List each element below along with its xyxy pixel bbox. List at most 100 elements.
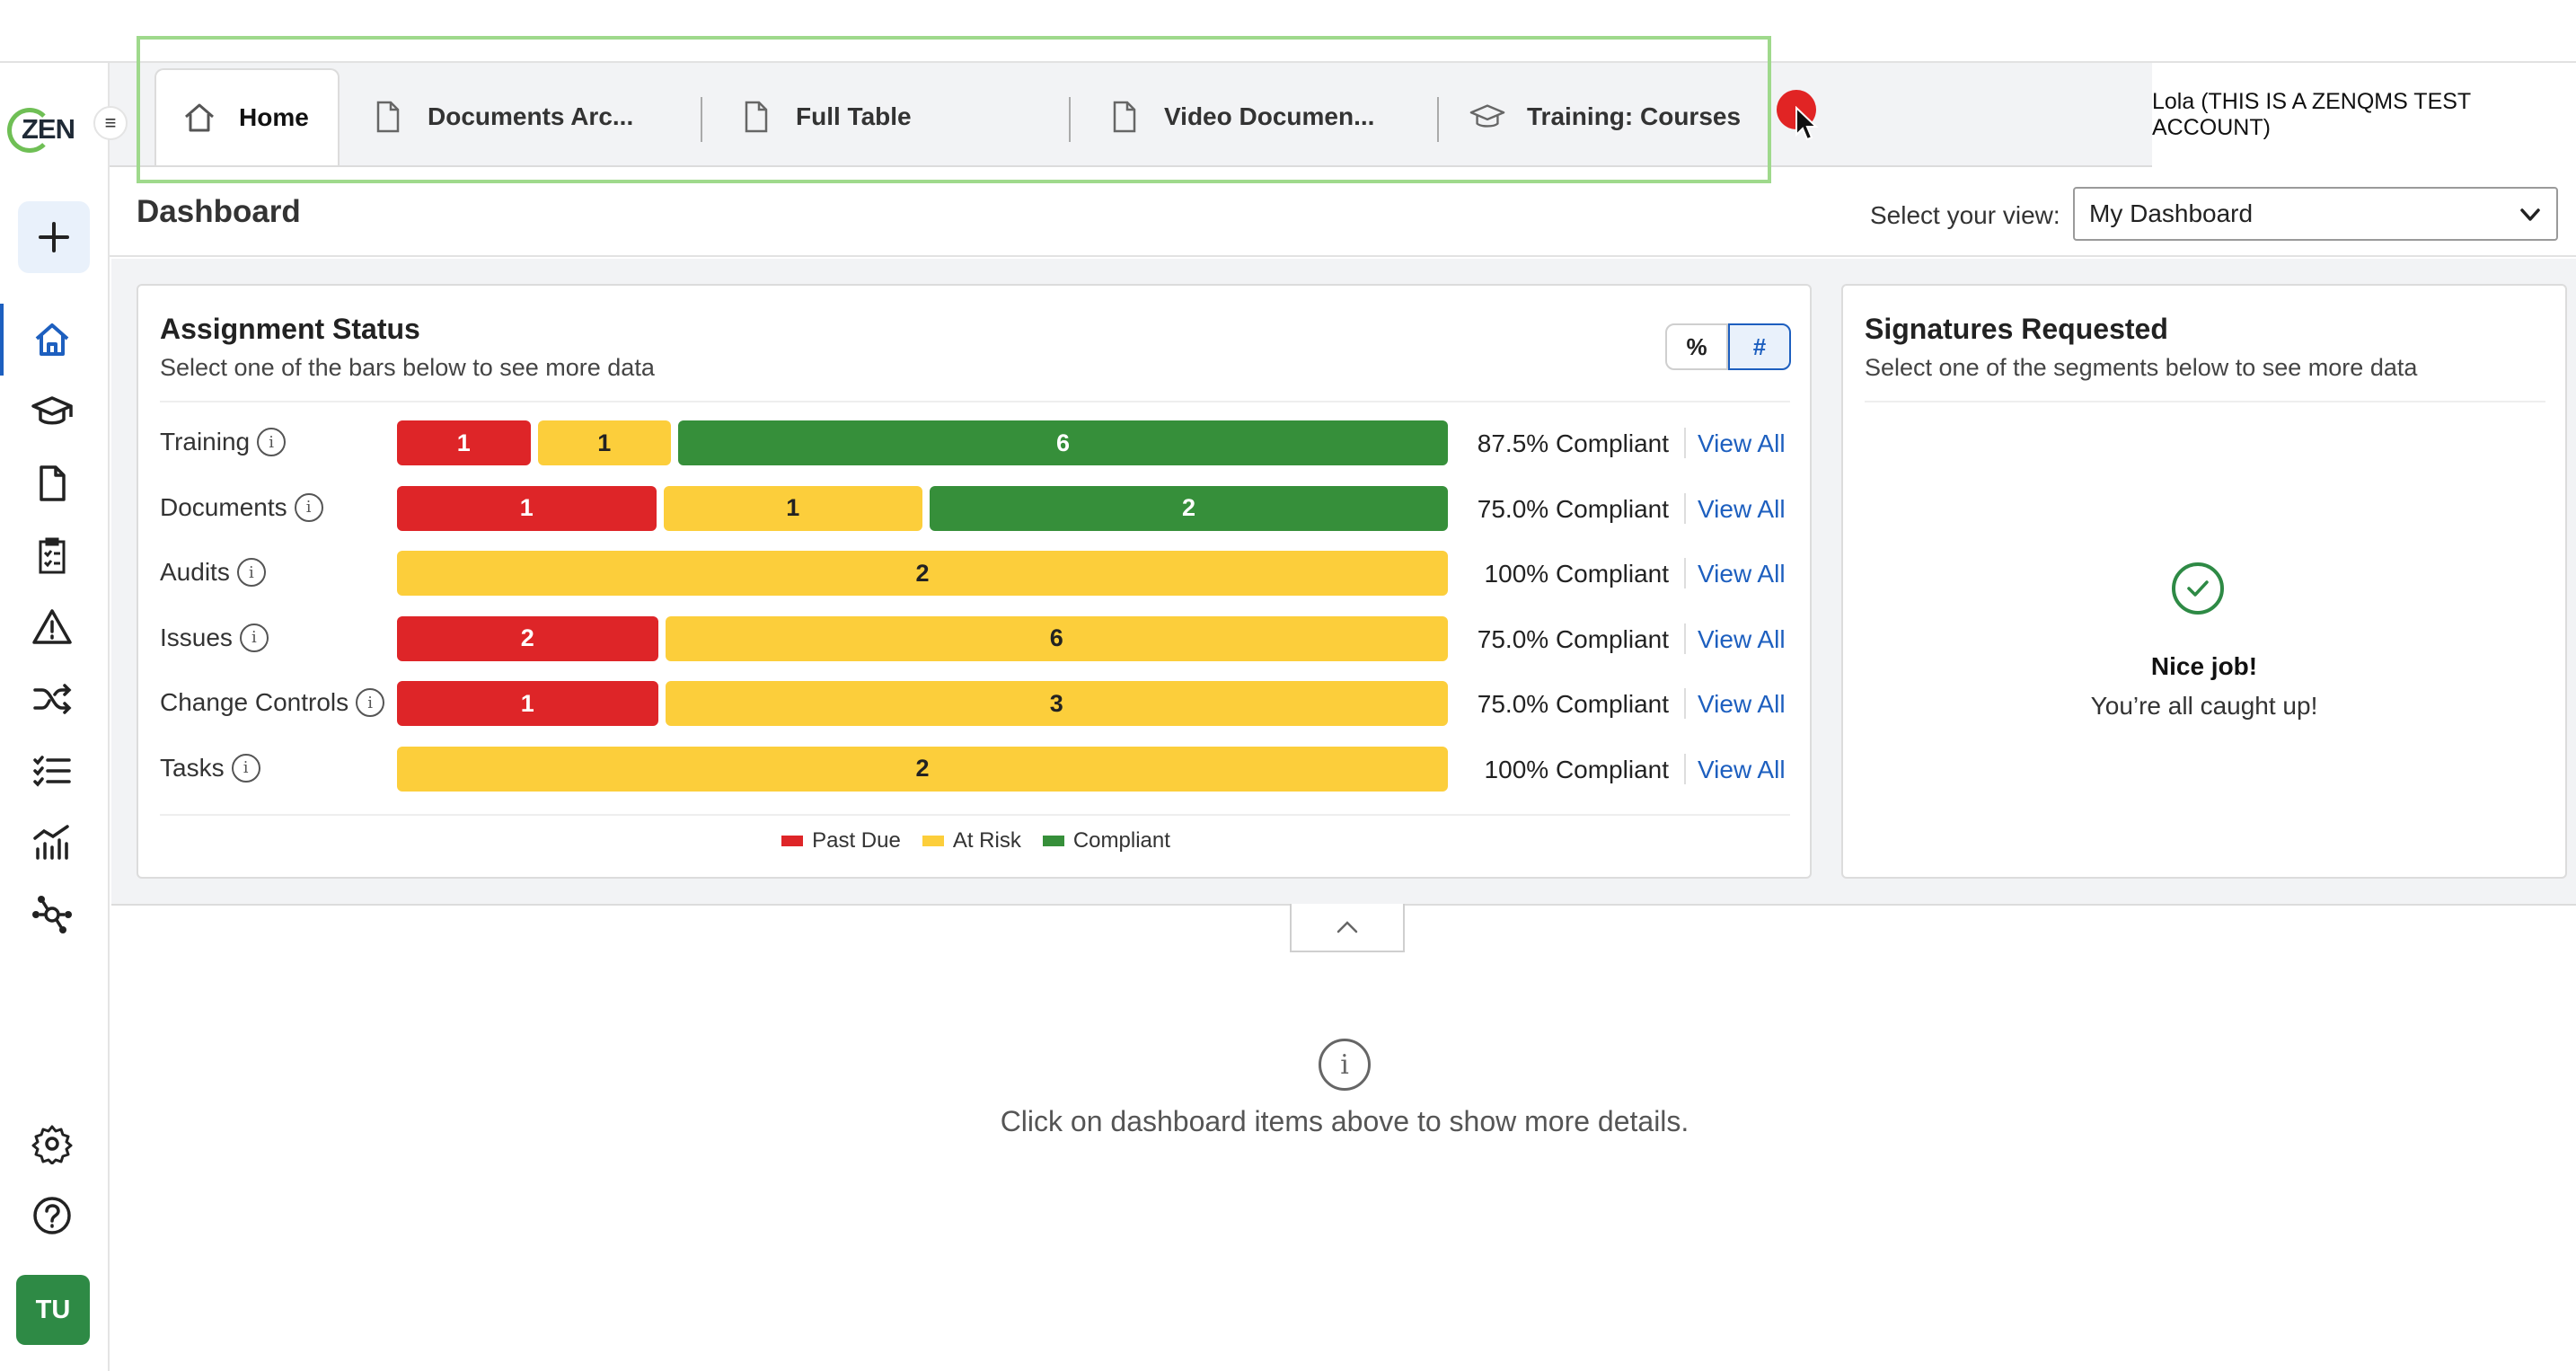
task-list-icon <box>33 756 71 787</box>
info-icon[interactable]: i <box>239 623 269 652</box>
legend-item-at-risk: At Risk <box>922 828 1021 854</box>
status-row-tasks[interactable]: Tasks i 2 100% Compliant View All <box>160 746 1795 792</box>
view-all-link[interactable]: View All <box>1698 429 1786 457</box>
bar-segment-past-due[interactable]: 1 <box>397 485 657 531</box>
page-header: Dashboard Select your view: My Dashboard <box>110 167 2576 257</box>
bar-segment-compliant[interactable]: 6 <box>678 420 1448 465</box>
sidebar-collapse-button[interactable]: ≡ <box>93 106 128 140</box>
sidebar-item-reports[interactable] <box>27 818 77 868</box>
percent-toggle-button[interactable]: % <box>1665 323 1728 370</box>
sidebar-item-network[interactable] <box>27 889 77 940</box>
bar-segment-at-risk[interactable]: 3 <box>665 681 1448 726</box>
logo-ring <box>7 108 52 153</box>
compliance-percent: 75.0% Compliant <box>1477 690 1669 718</box>
info-icon[interactable]: i <box>236 558 266 587</box>
tab-documents-archive[interactable]: Documents Arc... <box>370 68 801 165</box>
collapse-panel-button[interactable] <box>1290 904 1405 952</box>
bar-segment-at-risk[interactable]: 1 <box>663 485 922 531</box>
sidebar-item-change-controls[interactable] <box>27 674 77 724</box>
row-label: Audits i <box>160 558 266 587</box>
sidebar-item-training[interactable] <box>27 386 77 437</box>
card-subtitle: Select one of the bars below to see more… <box>160 354 655 381</box>
divider <box>1684 428 1686 458</box>
divider <box>1684 688 1686 719</box>
row-label-text: Audits <box>160 558 230 586</box>
bar-segment-at-risk[interactable]: 2 <box>397 551 1448 596</box>
tab-label: Full Table <box>796 102 912 130</box>
user-avatar[interactable]: TU <box>16 1275 90 1345</box>
user-account-label[interactable]: Lola (THIS IS A ZENQMS TEST ACCOUNT) <box>2152 63 2576 167</box>
status-row-documents[interactable]: Documents i 1 1 2 75.0% Compliant View All <box>160 485 1795 531</box>
legend-label: At Risk <box>952 828 1021 853</box>
tab-video-documents[interactable]: Video Documen... <box>1107 68 1538 165</box>
sidebar-item-help[interactable] <box>27 1190 77 1241</box>
stacked-bar[interactable]: 2 <box>397 746 1448 792</box>
legend-swatch <box>922 836 944 846</box>
status-row-issues[interactable]: Issues i 2 6 75.0% Compliant View All <box>160 615 1795 661</box>
divider <box>1684 623 1686 654</box>
sidebar-item-settings[interactable] <box>27 1119 77 1169</box>
bar-segment-past-due[interactable]: 1 <box>397 681 658 726</box>
check-circle-icon <box>2172 562 2224 615</box>
bar-segment-at-risk[interactable]: 1 <box>537 420 672 465</box>
view-all-link[interactable]: View All <box>1698 494 1786 523</box>
tab-full-table[interactable]: Full Table <box>738 68 1169 165</box>
bar-segment-compliant[interactable]: 2 <box>930 485 1448 531</box>
status-row-audits[interactable]: Audits i 2 100% Compliant View All <box>160 551 1795 596</box>
tab-home[interactable]: Home <box>154 68 340 165</box>
compliance-percent: 87.5% Compliant <box>1477 429 1669 457</box>
bar-segment-past-due[interactable]: 2 <box>397 615 658 661</box>
bar-segment-past-due[interactable]: 1 <box>397 420 531 465</box>
status-row-training[interactable]: Training i 1 1 6 87.5% Compliant View All <box>160 420 1795 465</box>
active-nav-indicator <box>0 304 4 376</box>
zen-logo[interactable]: ZEN <box>7 104 75 158</box>
sidebar-item-documents[interactable] <box>27 458 77 509</box>
sidebar-item-tasks[interactable] <box>27 746 77 796</box>
info-icon[interactable]: i <box>257 428 287 456</box>
row-label: Documents i <box>160 492 323 522</box>
document-icon <box>1107 99 1142 135</box>
info-icon[interactable]: i <box>294 492 323 522</box>
legend-item-past-due: Past Due <box>781 828 901 854</box>
add-new-button[interactable] <box>18 201 90 273</box>
view-all-link[interactable]: View All <box>1698 624 1786 653</box>
compliance-percent: 75.0% Compliant <box>1477 624 1669 653</box>
shuffle-icon <box>33 684 72 714</box>
hamburger-icon: ≡ <box>104 111 117 134</box>
stacked-bar[interactable]: 2 <box>397 551 1448 596</box>
row-label-text: Tasks <box>160 753 225 782</box>
view-all-link[interactable]: View All <box>1698 560 1786 588</box>
clipboard-checklist-icon <box>39 537 66 574</box>
info-icon[interactable]: i <box>356 688 385 717</box>
card-title: Signatures Requested <box>1865 313 2168 345</box>
legend-swatch <box>1042 836 1064 846</box>
home-icon <box>35 323 69 356</box>
divider <box>1684 558 1686 588</box>
compliance-percent: 100% Compliant <box>1484 755 1669 783</box>
tab-separator <box>1437 97 1439 142</box>
info-icon[interactable]: i <box>231 753 260 783</box>
logo-text: ZEN <box>22 113 75 145</box>
count-toggle-button[interactable]: # <box>1728 323 1791 370</box>
view-all-link[interactable]: View All <box>1698 755 1786 783</box>
gear-icon <box>31 1125 73 1164</box>
sidebar-item-audits[interactable] <box>27 530 77 580</box>
tab-training-courses[interactable]: Training: Courses <box>1469 68 1847 165</box>
bar-segment-at-risk[interactable]: 6 <box>665 615 1448 661</box>
user-name: Lola (THIS IS A ZENQMS TEST ACCOUNT) <box>2152 89 2471 140</box>
document-icon <box>738 99 774 135</box>
bar-segment-at-risk[interactable]: 2 <box>397 746 1448 792</box>
view-select-label: Select your view: <box>1870 201 2060 229</box>
sidebar-item-issues[interactable] <box>27 602 77 652</box>
view-all-link[interactable]: View All <box>1698 690 1786 718</box>
plus-icon <box>39 222 69 252</box>
sidebar-item-home[interactable] <box>27 314 77 365</box>
status-row-change-controls[interactable]: Change Controls i 1 3 75.0% Compliant View Al… <box>160 681 1795 726</box>
compliance-percent: 75.0% Compliant <box>1477 494 1669 523</box>
row-label: Change Controls i <box>160 688 385 717</box>
view-select[interactable]: My Dashboard <box>2073 187 2558 241</box>
